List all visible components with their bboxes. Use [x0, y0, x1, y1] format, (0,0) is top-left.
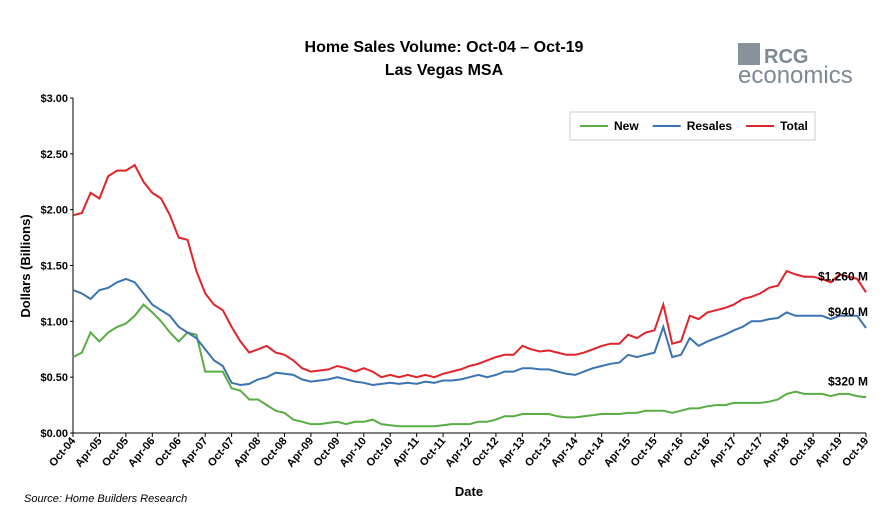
legend-label: Resales — [687, 119, 733, 133]
y-tick-label: $0.50 — [40, 372, 68, 384]
chart-title: Home Sales Volume: Oct-04 – Oct-19 — [305, 39, 584, 56]
value-label: $1,260 M — [818, 269, 868, 283]
series-line — [72, 277, 867, 387]
series-line — [72, 303, 867, 428]
value-label: $320 M — [828, 374, 868, 388]
y-tick-label: $1.00 — [40, 316, 68, 328]
y-tick-label: $3.00 — [40, 93, 68, 105]
legend-label: New — [614, 119, 639, 133]
legend — [569, 111, 816, 141]
y-tick-label: $2.50 — [40, 149, 68, 161]
y-tick-label: $2.00 — [40, 205, 68, 217]
value-label: $940 M — [828, 305, 868, 319]
legend-label: Total — [780, 119, 808, 133]
y-tick-label: $0.00 — [40, 428, 68, 440]
y-axis-label: Dollars (Billions) — [18, 214, 33, 317]
source-note: Source: Home Builders Research — [24, 493, 187, 505]
series-line — [72, 163, 867, 379]
y-tick-label: $1.50 — [40, 261, 68, 273]
chart-subtitle: Las Vegas MSA — [385, 62, 504, 79]
logo-bottom: economics — [738, 62, 853, 89]
logo-top: RCG — [764, 46, 808, 68]
x-axis-label: Date — [455, 484, 483, 499]
logo-icon — [738, 43, 760, 65]
